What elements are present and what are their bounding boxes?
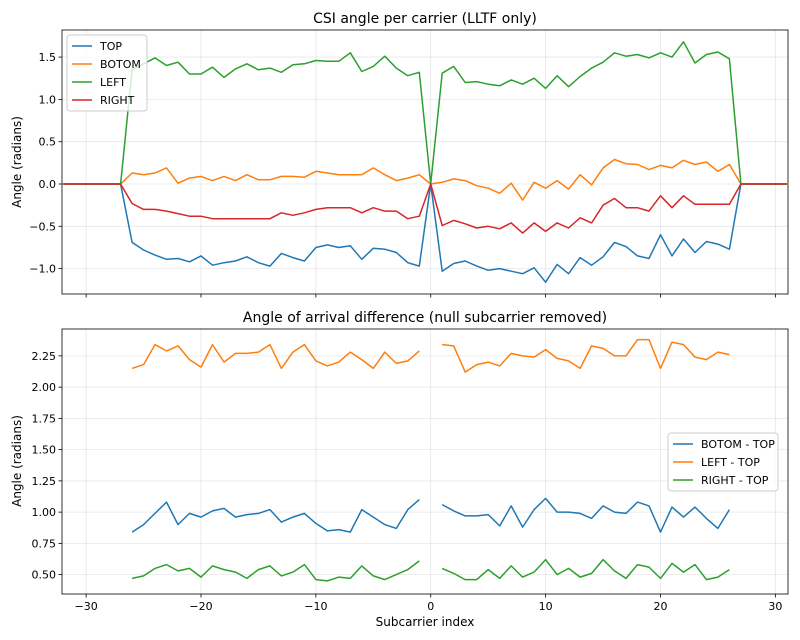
plot0-series-line-botom <box>63 158 787 201</box>
plot1-legend-label: LEFT - TOP <box>701 456 760 469</box>
plot1-series-line-botom-top <box>131 497 731 533</box>
plot0-legend-label: TOP <box>99 40 122 53</box>
plot0-series-line-top <box>63 183 787 283</box>
plot1-y-tick-label: 1.75 <box>32 412 57 425</box>
plot0-y-tick-label: −0.5 <box>29 220 56 233</box>
plot0-series-line-right <box>63 183 787 234</box>
plot1-y-tick-label: 0.50 <box>32 569 57 582</box>
plot0-y-tick-label: −1.0 <box>29 263 56 276</box>
plot1-series-line-right-top <box>131 558 730 582</box>
plot0-legend-label: RIGHT <box>100 94 135 107</box>
plot0-y-tick-label: 0.0 <box>39 178 57 191</box>
plot0-legend: TOP BOTOM LEFT RIGHT <box>66 34 148 112</box>
top-plot-title: CSI angle per carrier (LLTF only) <box>313 11 537 27</box>
plot1-x-tick-label: 20 <box>653 600 667 613</box>
plot0-y-tick-label: 0.5 <box>39 136 57 149</box>
plot1-legend-label: BOTOM - TOP <box>701 438 775 451</box>
plot0-legend-label: LEFT <box>100 76 126 89</box>
bottom-plot-xlabel: Subcarrier index <box>376 615 475 629</box>
plot1-y-tick-label: 1.00 <box>32 506 57 519</box>
plot1-axes-frame <box>61 328 789 595</box>
top-plot: CSI angle per carrier (LLTF only) Angle … <box>10 11 789 298</box>
bottom-plot-ylabel: Angle (radians) <box>10 415 24 507</box>
plot0-legend-label: BOTOM <box>100 58 141 71</box>
top-plot-ylabel: Angle (radians) <box>10 116 24 208</box>
plot1-y-tick-label: 2.25 <box>32 350 57 363</box>
plot0-y-tick-label: 1.5 <box>39 51 57 64</box>
bottom-plot: Angle of arrival difference (null subcar… <box>10 310 789 629</box>
plot0-y-tick-label: 1.0 <box>39 93 57 106</box>
plot1-y-tick-label: 0.75 <box>32 537 57 550</box>
bottom-plot-title: Angle of arrival difference (null subcar… <box>243 310 607 326</box>
plot1-x-tick-label: 30 <box>768 600 782 613</box>
plot1-x-tick-label: 10 <box>539 600 553 613</box>
plot1-y-tick-label: 1.25 <box>32 475 57 488</box>
plot1-x-tick-label: −30 <box>75 600 98 613</box>
plot1-y-tick-label: 1.50 <box>32 444 57 457</box>
plot1-x-tick-label: −10 <box>304 600 327 613</box>
plot1-legend-box <box>667 432 779 492</box>
plot1-legend-label: RIGHT - TOP <box>701 474 769 487</box>
plot0-series-line-left <box>63 41 787 185</box>
plot1-legend: BOTOM - TOP LEFT - TOP RIGHT - TOP <box>667 432 779 492</box>
plot1-y-tick-label: 2.00 <box>32 381 57 394</box>
plot1-x-tick-label: 0 <box>427 600 434 613</box>
plot1-series-line-left-top <box>131 338 730 373</box>
plot1-x-tick-label: −20 <box>189 600 212 613</box>
plot0-axes-frame <box>61 29 789 295</box>
plot0-legend-box <box>66 34 148 112</box>
